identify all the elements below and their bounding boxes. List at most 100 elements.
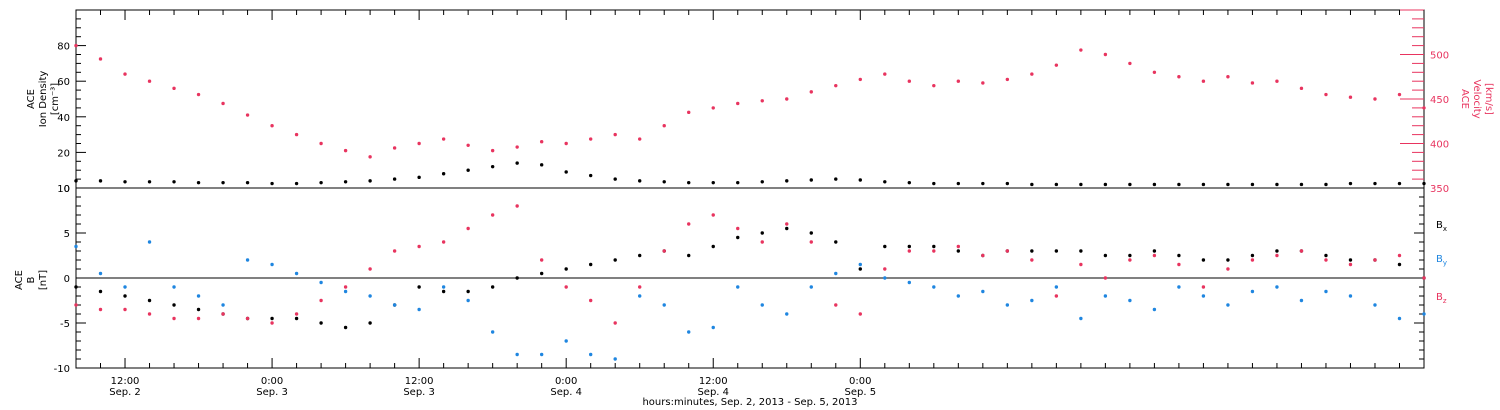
- field-series-point-black: [172, 303, 176, 307]
- time-tick-label: 0:00: [555, 376, 577, 387]
- field-series-point-black: [1054, 249, 1059, 253]
- top-series-point-black: [1275, 182, 1279, 187]
- top-series-point-pink: [221, 101, 225, 106]
- field-series-point-pink: [1005, 249, 1010, 253]
- density-velocity-panel: 0 20 40 60 80 350 400 450 500 ACE Ion Density […: [26, 9, 1494, 195]
- field-series-point-pink: [123, 307, 127, 312]
- field-series-point-pink: [1250, 258, 1255, 262]
- date-tick-label: Sep. 5: [845, 387, 877, 398]
- top-series-point-pink: [858, 77, 862, 82]
- top-series-point-black: [1299, 182, 1304, 187]
- field-series-point-pink: [466, 226, 470, 231]
- top-series-point-pink: [1103, 52, 1108, 57]
- field-series-point-blue: [907, 280, 912, 285]
- field-series-point-black: [490, 285, 495, 289]
- top-series-point-black: [466, 168, 470, 172]
- density-axis-title-line1: ACE: [26, 89, 37, 109]
- field-series-point-blue: [956, 294, 961, 298]
- field-series-point-blue: [687, 330, 691, 334]
- field-series-point-black: [858, 267, 862, 271]
- field-series-point-pink: [98, 307, 103, 312]
- field-series-point-black: [515, 276, 519, 280]
- field-series-point-pink: [981, 253, 985, 258]
- field-series-point-pink: [74, 303, 78, 307]
- top-series-point-black: [687, 180, 691, 185]
- top-series-point-black: [392, 177, 397, 181]
- top-series-point-pink: [1275, 79, 1279, 83]
- date-tick-label: Sep. 3: [256, 387, 288, 398]
- field-series-point-pink: [1275, 253, 1279, 258]
- field-series-point-blue: [343, 289, 348, 294]
- time-tick-label: 12:00: [405, 376, 434, 387]
- top-series-point-pink: [417, 141, 421, 146]
- top-series-point-pink: [809, 90, 813, 94]
- top-series-point-pink: [1250, 81, 1255, 85]
- field-series-point-black: [1250, 253, 1255, 258]
- field-series-point-black: [711, 244, 715, 249]
- top-series-point-pink: [760, 99, 764, 103]
- field-series-point-blue: [196, 294, 201, 298]
- top-series-point-black: [1005, 181, 1010, 186]
- top-series-point-black: [515, 161, 519, 165]
- field-series-point-blue: [368, 294, 372, 298]
- top-series-point-pink: [687, 110, 691, 115]
- field-series-point-pink: [515, 204, 519, 208]
- field-series-point-pink: [1054, 294, 1059, 298]
- top-series-point-black: [736, 180, 740, 185]
- field-series-point-blue: [736, 285, 740, 289]
- top-series-point-black: [1373, 181, 1377, 186]
- field-series-point-blue: [1250, 289, 1255, 294]
- field-series-point-blue: [74, 244, 78, 249]
- top-series-point-pink: [1152, 70, 1157, 75]
- field-series-point-black: [1030, 249, 1034, 253]
- field-series-point-blue: [539, 352, 544, 357]
- field-series-point-pink: [1422, 276, 1426, 280]
- top-series-point-pink: [736, 101, 740, 106]
- field-series-point-black: [613, 258, 617, 262]
- field-series-point-pink: [392, 249, 397, 253]
- time-tick-label: 0:00: [261, 376, 283, 387]
- field-series-point-blue: [270, 262, 274, 267]
- top-series-point-black: [1348, 181, 1353, 186]
- density-tick-label: 80: [57, 42, 70, 53]
- field-series-point-blue: [711, 325, 715, 330]
- field-series-point-blue: [1422, 312, 1426, 316]
- field-series-point-pink: [1299, 249, 1304, 253]
- top-series-point-black: [1152, 182, 1157, 187]
- field-series-point-pink: [245, 316, 250, 321]
- top-series-point-black: [1201, 182, 1206, 187]
- field-series-point-black: [760, 231, 764, 235]
- field-tick-label: 5: [64, 229, 70, 240]
- field-tick-label: -10: [54, 364, 70, 375]
- top-series-point-pink: [564, 141, 568, 146]
- top-series-point-black: [834, 177, 838, 181]
- top-series-point-pink: [932, 83, 936, 88]
- field-series-point-pink: [1030, 258, 1034, 262]
- field-series-point-black: [368, 321, 372, 325]
- field-series-point-black: [1226, 258, 1230, 262]
- top-series-point-black: [760, 180, 764, 184]
- top-series-point-black: [172, 180, 176, 184]
- field-series-point-blue: [123, 285, 127, 289]
- field-series-point-blue: [564, 339, 568, 343]
- top-series-point-black: [1079, 182, 1083, 187]
- top-series-point-pink: [368, 155, 372, 159]
- top-series-point-pink: [172, 86, 176, 91]
- top-series-point-black: [858, 178, 862, 182]
- field-series-point-blue: [1005, 303, 1010, 307]
- field-series-point-blue: [466, 298, 470, 303]
- date-tick-label: Sep. 4: [550, 387, 582, 398]
- field-series-point-blue: [172, 285, 176, 289]
- field-series-point-blue: [490, 330, 495, 334]
- field-series-point-blue: [638, 294, 642, 298]
- field-series-point-pink: [343, 285, 348, 289]
- field-series-point-black: [1348, 258, 1353, 262]
- field-series-point-black: [638, 253, 642, 258]
- top-series-point-black: [74, 179, 78, 183]
- date-tick-label: Sep. 2: [109, 387, 141, 398]
- top-series-point-black: [907, 180, 912, 185]
- date-tick-label: Sep. 4: [697, 387, 729, 398]
- field-series-point-pink: [1079, 262, 1083, 267]
- field-series-point-blue: [1079, 316, 1083, 321]
- top-series-point-black: [196, 180, 201, 185]
